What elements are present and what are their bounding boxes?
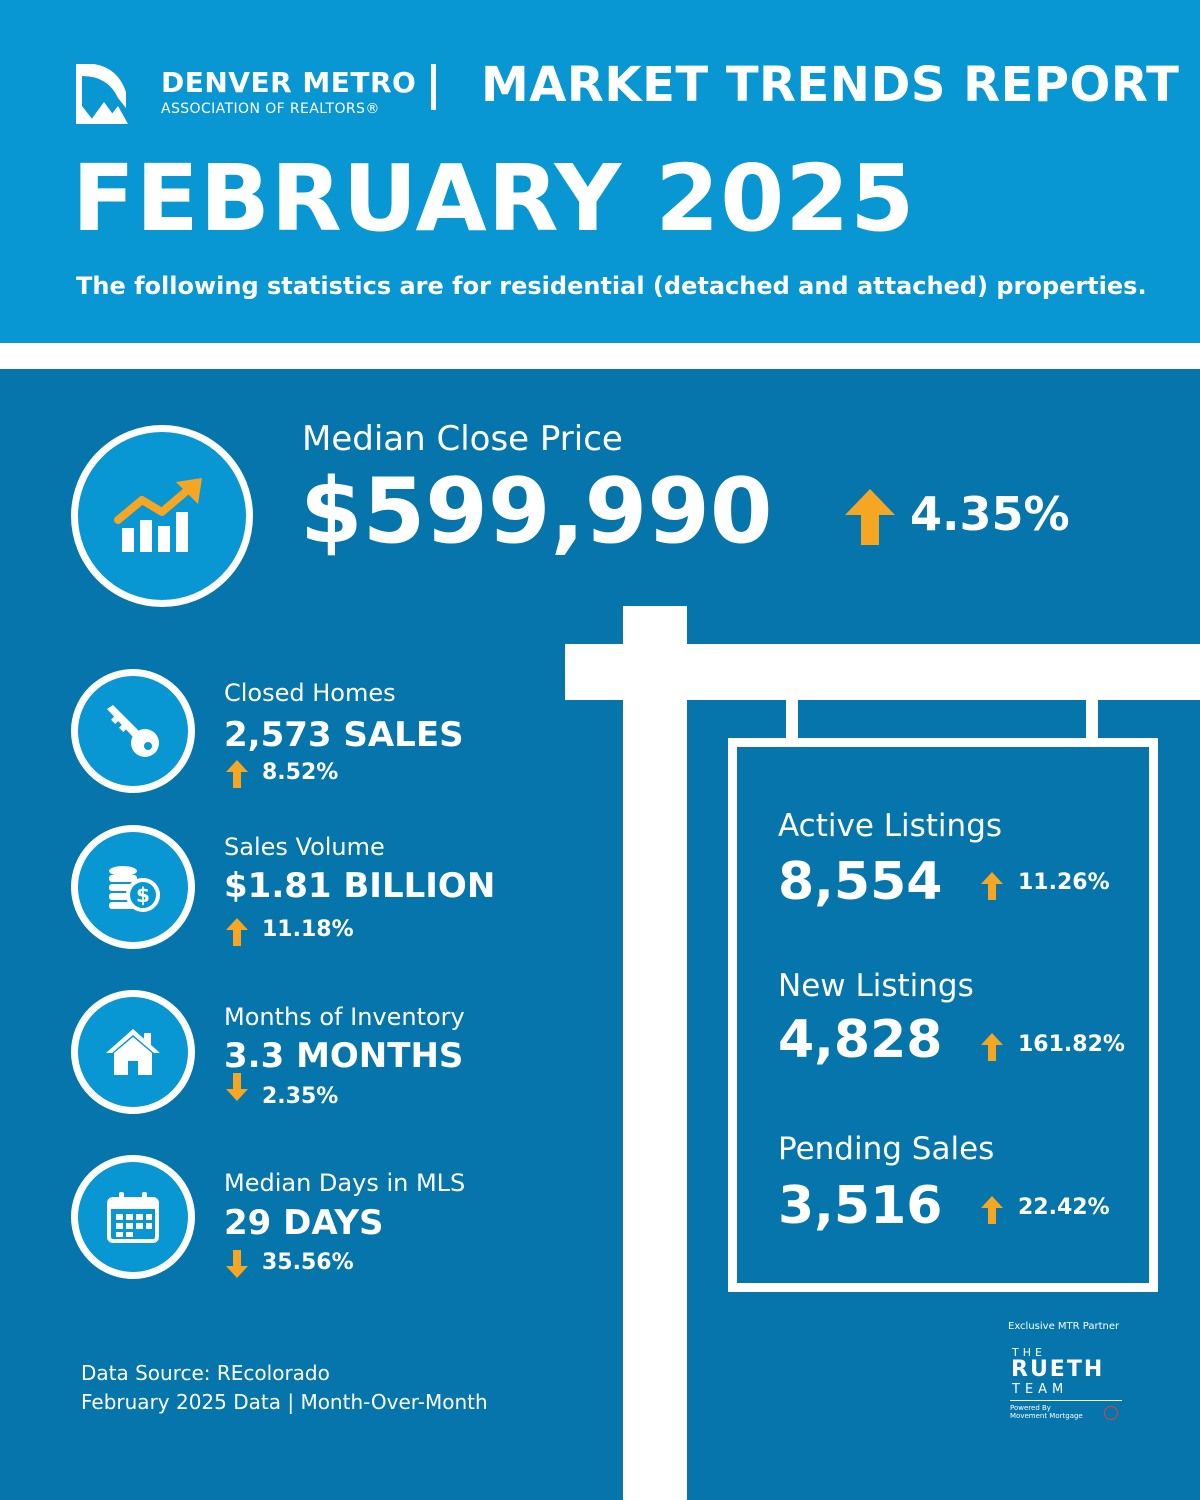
calendar-icon [107, 1192, 159, 1243]
partner-logo-the: THE [1012, 1346, 1046, 1359]
movement-mortgage-line: Movement Mortgage [1010, 1412, 1083, 1420]
data-source: Data Source: REcolorado [81, 1361, 330, 1385]
new-listings-label: New Listings [778, 968, 974, 1004]
active-listings-label: Active Listings [778, 808, 1003, 844]
brand-subtitle: ASSOCIATION OF REALTORS® [161, 101, 380, 117]
pending-sales-value: 3,516 [778, 1176, 943, 1236]
pending-sales-change: 22.42% [1018, 1195, 1110, 1220]
sales-volume-change: 11.18% [262, 917, 354, 942]
active-listings-value: 8,554 [778, 852, 943, 912]
median-price-label: Median Close Price [302, 419, 623, 459]
pending-sales-label: Pending Sales [778, 1131, 995, 1167]
data-period: February 2025 Data | Month-Over-Month [81, 1390, 488, 1414]
new-listings-value: 4,828 [778, 1010, 943, 1070]
brand-name: DENVER METRO [161, 66, 417, 99]
months-inventory-label: Months of Inventory [224, 1003, 465, 1031]
powered-by-line: Powered By [1010, 1404, 1051, 1412]
median-days-badge [71, 1155, 195, 1279]
sales-volume-label: Sales Volume [224, 833, 385, 861]
median-days-change: 35.56% [262, 1250, 354, 1275]
movement-mortgage-logo-icon [1104, 1406, 1118, 1420]
closed-homes-change: 8.52% [262, 760, 339, 785]
median-days-value: 29 DAYS [224, 1203, 384, 1243]
median-price-change: 4.35% [910, 487, 1070, 541]
arrow-up-icon [226, 918, 248, 946]
arrow-down-icon [226, 1073, 248, 1101]
report-title: MARKET TRENDS REPORT [481, 57, 1180, 113]
closed-homes-value: 2,573 SALES [224, 715, 464, 755]
sign-board [728, 738, 1158, 1292]
month-title: FEBRUARY 2025 [72, 145, 916, 252]
arrow-up-icon [845, 489, 895, 545]
partner-logo-rule [1010, 1400, 1122, 1401]
header-banner [0, 0, 1200, 343]
header-divider [431, 64, 436, 110]
house-icon [106, 1029, 160, 1075]
coins-dollar-icon: $ [109, 866, 160, 912]
denver-metro-logo-icon [76, 64, 128, 124]
sign-hook-right [1086, 700, 1098, 740]
months-inventory-badge [71, 990, 195, 1114]
partner-logo-team: TEAM [1012, 1382, 1069, 1397]
closed-homes-label: Closed Homes [224, 679, 396, 707]
closed-homes-badge [71, 669, 195, 793]
sales-volume-badge: $ [71, 825, 195, 949]
partner-label: Exclusive MTR Partner [1008, 1321, 1120, 1332]
arrow-up-icon [981, 1196, 1003, 1224]
median-days-label: Median Days in MLS [224, 1169, 466, 1197]
median-price-badge [71, 425, 253, 607]
sign-hook-left [786, 700, 798, 740]
key-icon [107, 705, 159, 757]
arrow-down-icon [226, 1250, 248, 1278]
sign-post [623, 606, 687, 1500]
growth-chart-icon [114, 478, 202, 552]
partner-logo-name: RUETH [1011, 1357, 1105, 1382]
months-inventory-value: 3.3 MONTHS [224, 1036, 464, 1076]
arrow-up-icon [981, 872, 1003, 900]
months-inventory-change: 2.35% [262, 1084, 339, 1109]
svg-text:$: $ [136, 883, 150, 907]
arrow-up-icon [981, 1033, 1003, 1061]
report-subtitle: The following statistics are for residen… [76, 272, 1147, 300]
sales-volume-value: $1.81 BILLION [224, 866, 496, 906]
arrow-up-icon [226, 760, 248, 788]
partner-powered-by: Powered By Movement Mortgage [1010, 1404, 1083, 1420]
median-price-value: $599,990 [300, 459, 773, 564]
active-listings-change: 11.26% [1018, 870, 1110, 895]
new-listings-change: 161.82% [1018, 1032, 1125, 1057]
sign-crossbar [565, 644, 1200, 700]
